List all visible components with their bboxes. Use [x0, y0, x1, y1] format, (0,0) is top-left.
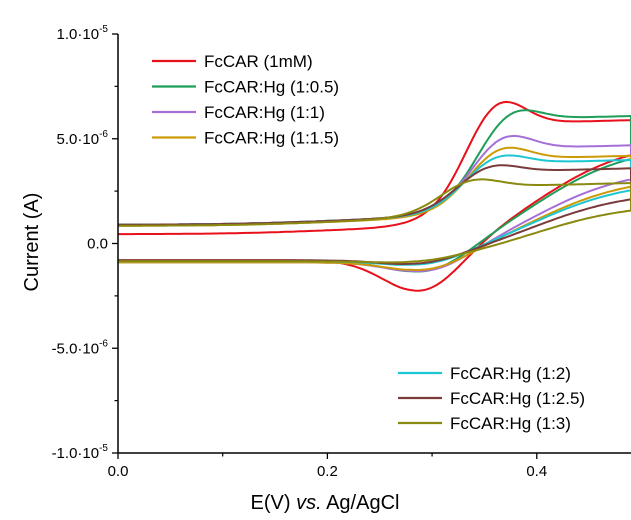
- y-axis-title: Current (A): [21, 193, 43, 292]
- series-line-7: [118, 178, 631, 264]
- y-tick-label: 5.0·10-6: [57, 129, 109, 148]
- legend-label: FcCAR:Hg (1:3): [450, 414, 571, 433]
- x-tick-label: 0.2: [317, 463, 338, 480]
- legend-bottom-right: FcCAR:Hg (1:2) FcCAR:Hg (1:2.5) FcCAR:Hg (…: [398, 364, 585, 433]
- data-curves: [118, 100, 631, 292]
- x-tick-label: 0.4: [526, 463, 547, 480]
- y-tick-label: -1.0·10-5: [52, 443, 109, 462]
- legend-label: FcCAR:Hg (1:2): [450, 364, 571, 383]
- x-axis-title-part-3: Ag/AgCl: [322, 492, 400, 514]
- legend-label: FcCAR:Hg (1:2.5): [450, 389, 585, 408]
- legend-label: FcCAR:Hg (1:1): [204, 103, 325, 122]
- axis-ticks: 0.0 0.2 0.4 1.0·10-5 5.0·10-6 0.0 -5.0·10-6 -1.…: [52, 24, 548, 480]
- legend-label: FcCAR:Hg (1:1.5): [204, 129, 339, 148]
- legend-top-left: FcCAR (1mM) FcCAR:Hg (1:0.5) FcCAR:Hg (1:1…: [152, 52, 339, 148]
- y-tick-label: 1.0·10-5: [57, 24, 109, 43]
- series-line-5: [118, 154, 631, 266]
- legend-label: FcCAR (1mM): [204, 52, 313, 71]
- x-axis-title: E(V) vs. Ag/AgCl: [251, 492, 400, 514]
- series-line-4: [118, 146, 631, 271]
- x-axis-title-part-2: vs.: [296, 492, 322, 514]
- x-axis-title-part-1: E(V): [251, 492, 297, 514]
- legend-label: FcCAR:Hg (1:0.5): [204, 78, 339, 97]
- y-tick-label: 0.0: [87, 236, 108, 253]
- y-tick-label: -5.0·10-6: [52, 338, 109, 357]
- x-tick-label: 0.0: [108, 463, 129, 480]
